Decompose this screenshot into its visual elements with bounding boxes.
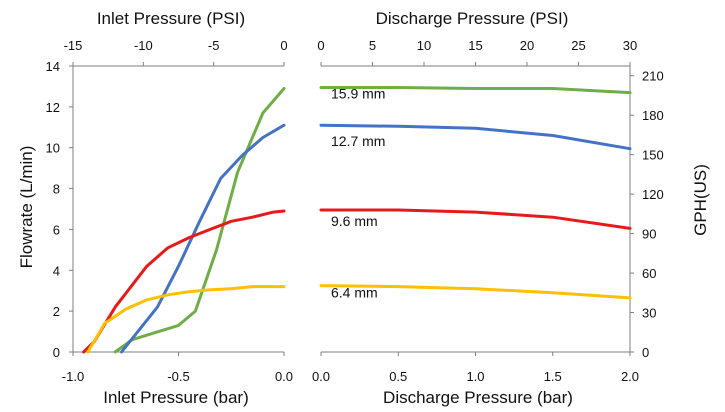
panel1-series-line-4 [86, 285, 286, 354]
panel2-series-label-1: 15.9 mm [331, 85, 385, 101]
panel1-y-tick-label: 8 [53, 182, 60, 197]
panel2-top-tick-label: 10 [417, 38, 431, 53]
panel2-y2-tick-label: 120 [642, 187, 664, 202]
panel1-y-tick-label: 0 [53, 345, 60, 360]
left-top-axis-title: Inlet Pressure (PSI) [97, 9, 245, 28]
panel2-y2-tick-label: 0 [642, 345, 649, 360]
panel2-top-tick-label: 5 [369, 38, 376, 53]
panel2-series-line-2 [319, 123, 632, 151]
panel1-y-tick-label: 6 [53, 222, 60, 237]
panel1-bottom-tick-label: 0.0 [275, 369, 293, 384]
left-bottom-axis-title: Inlet Pressure (bar) [103, 388, 249, 407]
panel2-y2-tick-label: 60 [642, 266, 656, 281]
panel2-series-line-1 [319, 86, 632, 95]
panel2-bottom-tick-label: 0.5 [389, 369, 407, 384]
panel2-y2-tick-label: 180 [642, 108, 664, 123]
panel2-series-line-3 [319, 208, 632, 230]
panel2-series-line-4 [319, 284, 632, 300]
panel1-top-tick-label: -10 [134, 38, 153, 53]
panel2-top-tick-label: 25 [571, 38, 585, 53]
panel2-bottom-tick-label: 1.0 [466, 369, 484, 384]
panel1-top-tick-label: -5 [208, 38, 220, 53]
panel1-y-tick-label: 2 [53, 304, 60, 319]
panel2-series-label-4: 6.4 mm [331, 285, 378, 301]
panel1-series-line-1 [113, 87, 286, 354]
panel1-series-line-2 [120, 123, 286, 354]
panel2-top-tick-label: 0 [317, 38, 324, 53]
panel1-y-tick-label: 14 [46, 59, 60, 74]
panel2-bottom-tick-label: 0.0 [312, 369, 330, 384]
panel1-series-line-3 [82, 209, 286, 354]
panel1-bottom-tick-label: -1.0 [62, 369, 84, 384]
panel1-top-tick-label: -15 [64, 38, 83, 53]
panel2-bottom-tick-label: 1.5 [544, 369, 562, 384]
panel2-top-tick-label: 15 [468, 38, 482, 53]
panel1-y-tick-label: 10 [46, 141, 60, 156]
panel2-y2-tick-label: 210 [642, 69, 664, 84]
panel2-y2-tick-label: 90 [642, 227, 656, 242]
panel1-top-tick-label: 0 [280, 38, 287, 53]
right-y-axis-title: GPH(US) [691, 164, 710, 236]
panel2-y2-tick-label: 150 [642, 148, 664, 163]
left-y-axis-title: Flowrate (L/min) [17, 146, 36, 269]
panel2-bottom-tick-label: 2.0 [621, 369, 639, 384]
panel2-top-tick-label: 30 [623, 38, 637, 53]
right-bottom-axis-title: Discharge Pressure (bar) [383, 388, 573, 407]
panel1-y-tick-label: 4 [53, 263, 60, 278]
panel2-y2-tick-label: 30 [642, 306, 656, 321]
panel1-bottom-tick-label: -0.5 [167, 369, 189, 384]
panel2-series-label-3: 9.6 mm [331, 213, 378, 229]
panel2-series-label-2: 12.7 mm [331, 133, 385, 149]
right-top-axis-title: Discharge Pressure (PSI) [376, 9, 569, 28]
panel2-top-tick-label: 20 [520, 38, 534, 53]
panel1-y-tick-label: 12 [46, 100, 60, 115]
